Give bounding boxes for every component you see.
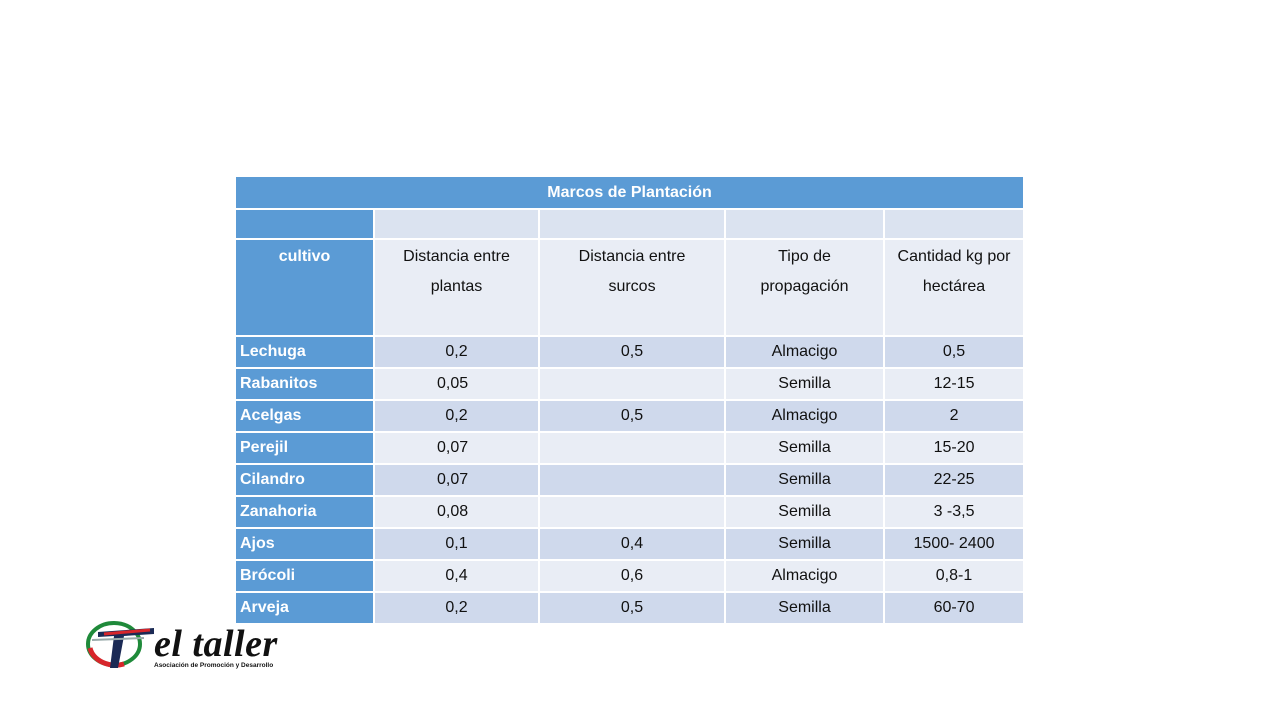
cell-cantidad: 22-25 <box>885 465 1024 497</box>
table-row: Zanahoria 0,08 Semilla 3 -3,5 <box>236 497 1024 529</box>
cell-surcos <box>540 369 726 401</box>
header-tipo-propagacion: Tipo de propagación <box>726 240 885 337</box>
cell-surcos: 0,4 <box>540 529 726 561</box>
header-cultivo: cultivo <box>236 240 375 337</box>
spacer-row <box>236 210 1024 240</box>
header-distancia-plantas: Distancia entre plantas <box>375 240 540 337</box>
cell-propagacion: Semilla <box>726 433 885 465</box>
table-row: Ajos 0,1 0,4 Semilla 1500- 2400 <box>236 529 1024 561</box>
table-row: Cilandro 0,07 Semilla 22-25 <box>236 465 1024 497</box>
cell-plantas: 0,4 <box>375 561 540 593</box>
table-row: Lechuga 0,2 0,5 Almacigo 0,5 <box>236 337 1024 369</box>
cell-cultivo: Lechuga <box>236 337 375 369</box>
spacer-cell <box>540 210 726 240</box>
cell-propagacion: Semilla <box>726 369 885 401</box>
cell-surcos: 0,5 <box>540 337 726 369</box>
table-title: Marcos de Plantación <box>236 177 1024 210</box>
spacer-cell <box>375 210 540 240</box>
cell-cantidad: 60-70 <box>885 593 1024 625</box>
cell-propagacion: Almacigo <box>726 561 885 593</box>
table-row: Brócoli 0,4 0,6 Almacigo 0,8-1 <box>236 561 1024 593</box>
table-row: Rabanitos 0,05 Semilla 12-15 <box>236 369 1024 401</box>
cell-propagacion: Almacigo <box>726 401 885 433</box>
cell-plantas: 0,07 <box>375 465 540 497</box>
cell-cantidad: 0,8-1 <box>885 561 1024 593</box>
cell-cantidad: 0,5 <box>885 337 1024 369</box>
cell-surcos <box>540 497 726 529</box>
cell-cantidad: 1500- 2400 <box>885 529 1024 561</box>
cell-cultivo: Ajos <box>236 529 375 561</box>
logo-name: el taller <box>154 623 278 665</box>
cell-cantidad: 3 -3,5 <box>885 497 1024 529</box>
cell-cultivo: Arveja <box>236 593 375 625</box>
cell-cultivo: Perejil <box>236 433 375 465</box>
cell-surcos <box>540 433 726 465</box>
cell-plantas: 0,08 <box>375 497 540 529</box>
cell-plantas: 0,2 <box>375 401 540 433</box>
cell-surcos <box>540 465 726 497</box>
cell-cultivo: Acelgas <box>236 401 375 433</box>
cell-cultivo: Zanahoria <box>236 497 375 529</box>
cell-cantidad: 2 <box>885 401 1024 433</box>
cell-plantas: 0,1 <box>375 529 540 561</box>
el-taller-logo-icon <box>86 621 154 668</box>
header-row: cultivo Distancia entre plantas Distanci… <box>236 240 1024 337</box>
cell-propagacion: Semilla <box>726 497 885 529</box>
cell-propagacion: Semilla <box>726 529 885 561</box>
planting-table: Marcos de Plantación cultivo Distancia e… <box>236 177 1024 625</box>
cell-cantidad: 15-20 <box>885 433 1024 465</box>
cell-surcos: 0,5 <box>540 401 726 433</box>
cell-propagacion: Semilla <box>726 593 885 625</box>
cell-plantas: 0,05 <box>375 369 540 401</box>
title-row: Marcos de Plantación <box>236 177 1024 210</box>
header-cantidad: Cantidad kg por hectárea <box>885 240 1024 337</box>
cell-cantidad: 12-15 <box>885 369 1024 401</box>
spacer-cell <box>236 210 375 240</box>
cell-cultivo: Cilandro <box>236 465 375 497</box>
table-row: Acelgas 0,2 0,5 Almacigo 2 <box>236 401 1024 433</box>
cell-surcos: 0,5 <box>540 593 726 625</box>
cell-propagacion: Almacigo <box>726 337 885 369</box>
cell-cultivo: Brócoli <box>236 561 375 593</box>
table-row: Perejil 0,07 Semilla 15-20 <box>236 433 1024 465</box>
spacer-cell <box>726 210 885 240</box>
cell-plantas: 0,2 <box>375 593 540 625</box>
cell-plantas: 0,2 <box>375 337 540 369</box>
table-row: Arveja 0,2 0,5 Semilla 60-70 <box>236 593 1024 625</box>
spacer-cell <box>885 210 1024 240</box>
cell-plantas: 0,07 <box>375 433 540 465</box>
cell-cultivo: Rabanitos <box>236 369 375 401</box>
logo-subtitle: Asociación de Promoción y Desarrollo <box>154 662 274 669</box>
header-distancia-surcos: Distancia entre surcos <box>540 240 726 337</box>
cell-surcos: 0,6 <box>540 561 726 593</box>
planting-table-container: Marcos de Plantación cultivo Distancia e… <box>236 177 1024 625</box>
cell-propagacion: Semilla <box>726 465 885 497</box>
